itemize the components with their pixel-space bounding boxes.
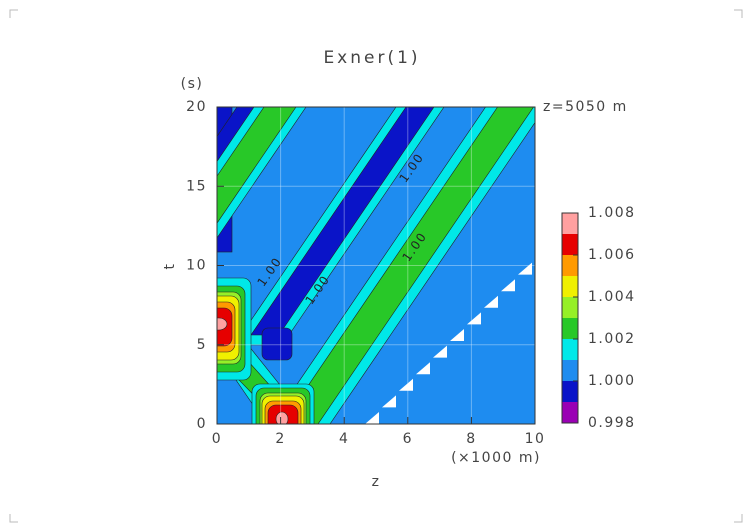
masked-cell [365, 412, 379, 424]
y-tick-label: 10 [186, 258, 207, 274]
x-tick-label: 10 [525, 431, 546, 447]
y-tick-label: 15 [186, 178, 207, 194]
y-tick-label: 20 [186, 99, 207, 115]
y-axis-label: t [162, 263, 178, 270]
x-axis-label: z [372, 474, 381, 490]
colorbar-tick-label: 1.008 [588, 205, 636, 221]
colorbar-band [562, 297, 578, 318]
masked-cell [484, 295, 498, 308]
masked-cell [399, 378, 413, 391]
contour-field [217, 107, 535, 424]
x-tick-label: 0 [212, 431, 222, 447]
colorbar-band [562, 381, 578, 402]
colorbar-band [562, 360, 578, 381]
contour-region [275, 411, 289, 424]
x-tick-label: 4 [339, 431, 349, 447]
y-tick-label: 5 [197, 337, 207, 353]
colorbar-band [562, 234, 578, 255]
contour-region [217, 107, 297, 224]
masked-cell [501, 279, 515, 292]
colorbar-band [562, 402, 578, 423]
colorbar-tick-label: 0.998 [588, 415, 636, 431]
masked-cell [416, 362, 430, 375]
colorbar-tick-label: 1.006 [588, 247, 636, 263]
colorbar-tick-label: 1.002 [588, 331, 636, 347]
masked-cell [433, 345, 447, 358]
chart-title: Exner(1) [323, 48, 420, 68]
annotation: z=5050 m [543, 99, 628, 115]
masked-cell [518, 262, 532, 275]
plot-frame [216, 106, 536, 425]
colorbar-tick-label: 1.004 [588, 289, 636, 305]
contour-region [217, 317, 228, 331]
colorbar-band [562, 318, 578, 339]
x-tick-label: 2 [275, 431, 285, 447]
contour-region [281, 107, 534, 424]
colorbar-band [562, 339, 578, 360]
colorbar-band [562, 255, 578, 276]
overlay: 0 2 4 6 8 10051015201.001.001.001.000.9981.00… [186, 99, 636, 447]
masked-cell [467, 312, 481, 325]
crop-marks [9, 9, 743, 523]
contour-region [261, 327, 293, 361]
y-tick-label: 0 [197, 416, 207, 432]
x-tick-label: 8 [466, 431, 476, 447]
colorbar-tick-label: 1.000 [588, 373, 636, 389]
colorbar-band [562, 276, 578, 297]
x-tick-label: 6 [403, 431, 413, 447]
y-unit: (s) [181, 76, 204, 92]
x-unit: (×1000 m) [451, 450, 541, 466]
masked-cell [382, 395, 396, 408]
contour-region [217, 107, 307, 239]
masked-cell [450, 329, 464, 341]
colorbar-frame [561, 212, 579, 424]
colorbar-band [562, 213, 578, 234]
